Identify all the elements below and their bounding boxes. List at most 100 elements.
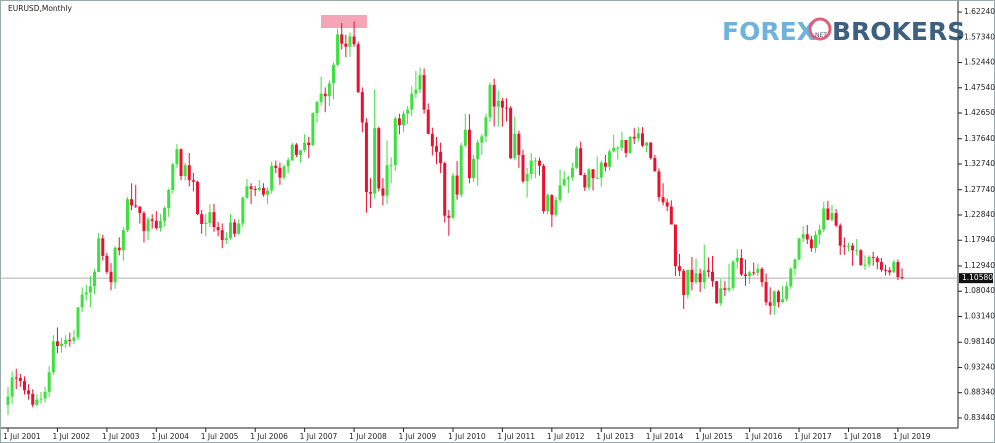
peak-highlight xyxy=(321,15,367,28)
candle-body xyxy=(537,160,541,166)
x-tick-label: 1 Jul 2008 xyxy=(349,432,387,441)
candle-body xyxy=(97,238,101,272)
candle-body xyxy=(797,238,801,260)
candle-body xyxy=(752,272,756,274)
candle-body xyxy=(167,189,171,209)
candle-body xyxy=(723,288,727,290)
candle-body xyxy=(125,199,129,231)
candle-body xyxy=(484,117,488,137)
candle-body xyxy=(612,147,616,152)
candle-body xyxy=(863,264,867,266)
candle-body xyxy=(360,92,364,123)
candle-body xyxy=(645,142,649,146)
candle-body xyxy=(698,273,702,283)
candle-body xyxy=(842,245,846,247)
candle-body xyxy=(299,150,303,155)
candle-body xyxy=(31,393,35,405)
candle-body xyxy=(224,237,228,240)
candle-body xyxy=(319,93,323,102)
candle-body xyxy=(822,208,826,230)
candle-body xyxy=(27,390,31,394)
candle-body xyxy=(805,234,809,240)
candle-body xyxy=(447,215,451,218)
candle-body xyxy=(377,128,381,189)
x-tick-label: 1 Jul 2016 xyxy=(745,432,783,441)
candle-body xyxy=(884,269,888,271)
candle-body xyxy=(76,307,80,338)
candle-body xyxy=(290,144,294,161)
candle-body xyxy=(814,234,818,249)
candle-body xyxy=(587,169,591,188)
candle-body xyxy=(179,149,183,177)
candle-body xyxy=(402,113,406,126)
logo-left: FOREX xyxy=(722,17,816,46)
candle-body xyxy=(517,133,521,155)
candle-body xyxy=(760,268,764,283)
candle-body xyxy=(809,239,813,249)
candle-body xyxy=(183,165,187,177)
logo-badge: .NET xyxy=(813,32,827,39)
candle-body xyxy=(257,187,261,190)
y-tick-label: 1.08040 xyxy=(964,286,995,295)
candle-body xyxy=(550,195,554,215)
candle-body xyxy=(142,213,146,232)
candle-body xyxy=(896,262,900,278)
x-tick-label: 1 Jul 2015 xyxy=(695,432,733,441)
candle-body xyxy=(735,257,739,262)
candle-body xyxy=(68,339,72,341)
candle-body xyxy=(323,93,327,97)
candle-body xyxy=(64,339,68,344)
candle-body xyxy=(608,151,612,167)
x-tick-label: 1 Jul 2017 xyxy=(794,432,832,441)
candle-body xyxy=(373,128,377,194)
y-tick-label: 1.03140 xyxy=(964,311,995,320)
candle-body xyxy=(781,299,785,303)
candle-body xyxy=(743,274,747,276)
candle-body xyxy=(237,223,241,234)
candle-body xyxy=(307,142,311,146)
candle-body xyxy=(657,171,661,198)
candle-body xyxy=(562,179,566,186)
candle-body xyxy=(6,396,10,405)
candle-body xyxy=(418,75,422,90)
y-tick-label: 1.17940 xyxy=(964,235,995,244)
candle-body xyxy=(109,271,113,283)
y-tick-label: 1.12940 xyxy=(964,261,995,270)
candle-body xyxy=(595,177,599,179)
candle-body xyxy=(422,75,426,110)
candle-body xyxy=(719,288,723,304)
logo-right: BROKERS xyxy=(832,17,965,46)
candle-body xyxy=(521,154,525,182)
candle-body xyxy=(575,148,579,168)
candle-body xyxy=(84,292,88,295)
candle-body xyxy=(348,36,352,47)
candle-body xyxy=(266,190,270,195)
candle-body xyxy=(249,186,253,189)
y-tick-label: 1.52440 xyxy=(964,58,995,67)
candle-body xyxy=(233,222,237,234)
candle-body xyxy=(163,208,167,221)
candle-body xyxy=(406,109,410,114)
candle-body xyxy=(579,148,583,176)
candle-body xyxy=(764,282,768,303)
y-tick-label: 1.22840 xyxy=(964,210,995,219)
x-tick-label: 1 Jul 2006 xyxy=(250,432,288,441)
candle-body xyxy=(785,286,789,300)
candle-body xyxy=(789,268,793,287)
candle-body xyxy=(566,177,570,180)
logo-icon xyxy=(808,17,832,41)
candle-body xyxy=(509,108,513,159)
x-tick-label: 1 Jul 2014 xyxy=(646,432,684,441)
candle-body xyxy=(175,149,179,165)
candle-body xyxy=(212,212,216,228)
candle-body xyxy=(624,140,628,153)
candle-body xyxy=(344,43,348,47)
candle-body xyxy=(826,208,830,220)
candle-body xyxy=(500,100,504,108)
candle-body xyxy=(18,377,22,382)
candle-body xyxy=(892,262,896,273)
candle-body xyxy=(439,151,443,164)
candle-body xyxy=(340,34,344,44)
candle-body xyxy=(451,175,455,218)
candle-body xyxy=(834,213,838,226)
